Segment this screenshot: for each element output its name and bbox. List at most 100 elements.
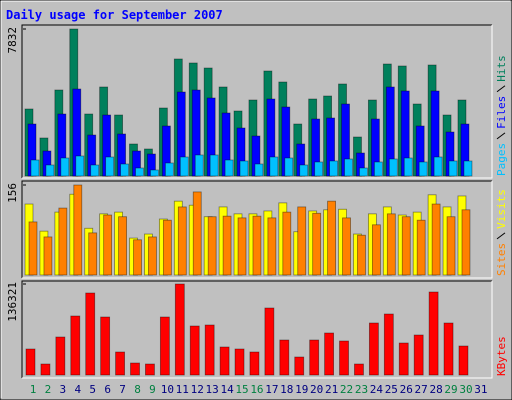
x-tick-label: 29 [444,383,457,396]
bar [279,339,290,376]
bar [164,162,174,177]
bar [339,340,349,376]
bar [145,363,155,376]
panel-bevel [21,280,492,378]
bar [282,211,292,276]
bar [254,163,264,177]
bar [314,161,324,177]
x-tick-label: 22 [340,383,353,396]
legend-entry: Visits [495,189,508,229]
x-tick-label: 30 [459,383,472,396]
bar [207,216,217,276]
bar [133,239,142,276]
bar [448,160,458,177]
bar [294,356,305,376]
x-tick-label: 27 [415,383,428,396]
legend-entry: Pages [495,143,508,176]
bar [174,283,185,376]
bar [327,200,337,276]
bar [118,216,127,276]
x-tick-label: 23 [355,383,368,396]
x-tick-label: 24 [370,383,384,396]
bar [418,161,428,177]
bar [159,316,170,376]
x-tick-label: 14 [220,383,234,396]
legend-entry: KBytes [495,336,508,376]
bar [371,224,381,276]
bar [100,316,111,376]
bar [75,155,85,177]
bar [25,348,36,376]
bar [267,217,277,276]
bar [148,236,157,276]
x-tick-label: 7 [119,383,126,396]
legend-separator [496,85,506,93]
bar [458,345,469,376]
panel-bevel [22,25,493,179]
panel-bevel [22,181,493,279]
bar [189,325,200,376]
bar [88,232,98,276]
bar [252,215,262,276]
x-tick-label: 31 [474,383,487,396]
x-tick-label: 6 [104,383,111,396]
bar [130,362,140,376]
bar [179,156,189,177]
bar [204,324,215,376]
panel-bevel [22,281,493,379]
bar [209,154,219,177]
bar [43,236,53,276]
bar [264,307,275,376]
bar [40,363,51,376]
bar [103,214,113,276]
x-tick-label: 28 [429,383,442,396]
y-tick-label: 136321 [6,282,19,322]
bar [383,313,394,376]
bar [162,219,172,276]
bar [70,315,81,376]
x-tick-label: 2 [45,383,52,396]
x-tick-label: 15 [235,383,248,396]
bar [135,167,144,177]
bar [359,167,368,177]
x-tick-label: 25 [385,383,398,396]
bar [284,157,294,177]
x-tick-label: 8 [134,383,141,396]
chart-title: Daily usage for September 2007 [6,8,223,22]
bar [85,292,96,376]
x-tick-label: 17 [265,383,278,396]
bar [177,206,187,276]
bar [150,169,159,177]
x-tick-label: 19 [295,383,308,396]
bar [192,191,202,276]
x-tick-label: 5 [89,383,96,396]
bar [344,158,353,177]
x-tick-label: 12 [191,383,204,396]
bar [309,339,320,376]
bar [446,216,456,276]
bar [90,164,100,177]
bar [239,160,249,177]
panel-bevel [21,180,492,278]
x-tick-label: 3 [60,383,67,396]
bar [354,363,364,376]
bar [28,221,38,276]
bar [60,157,70,177]
bar [58,207,68,276]
bar [237,217,247,276]
x-tick-label: 1 [30,383,37,396]
x-tick-label: 20 [310,383,323,396]
bar [120,163,129,177]
bar [431,203,441,276]
bar [45,164,55,177]
bar [234,348,245,376]
x-tick-label: 4 [74,383,81,396]
x-tick-label: 9 [149,383,156,396]
bar [115,351,125,376]
bar [55,336,66,376]
bar [413,334,424,376]
bar [312,212,322,276]
x-tick-label: 21 [325,383,338,396]
bar [324,332,335,376]
bar [219,346,230,376]
